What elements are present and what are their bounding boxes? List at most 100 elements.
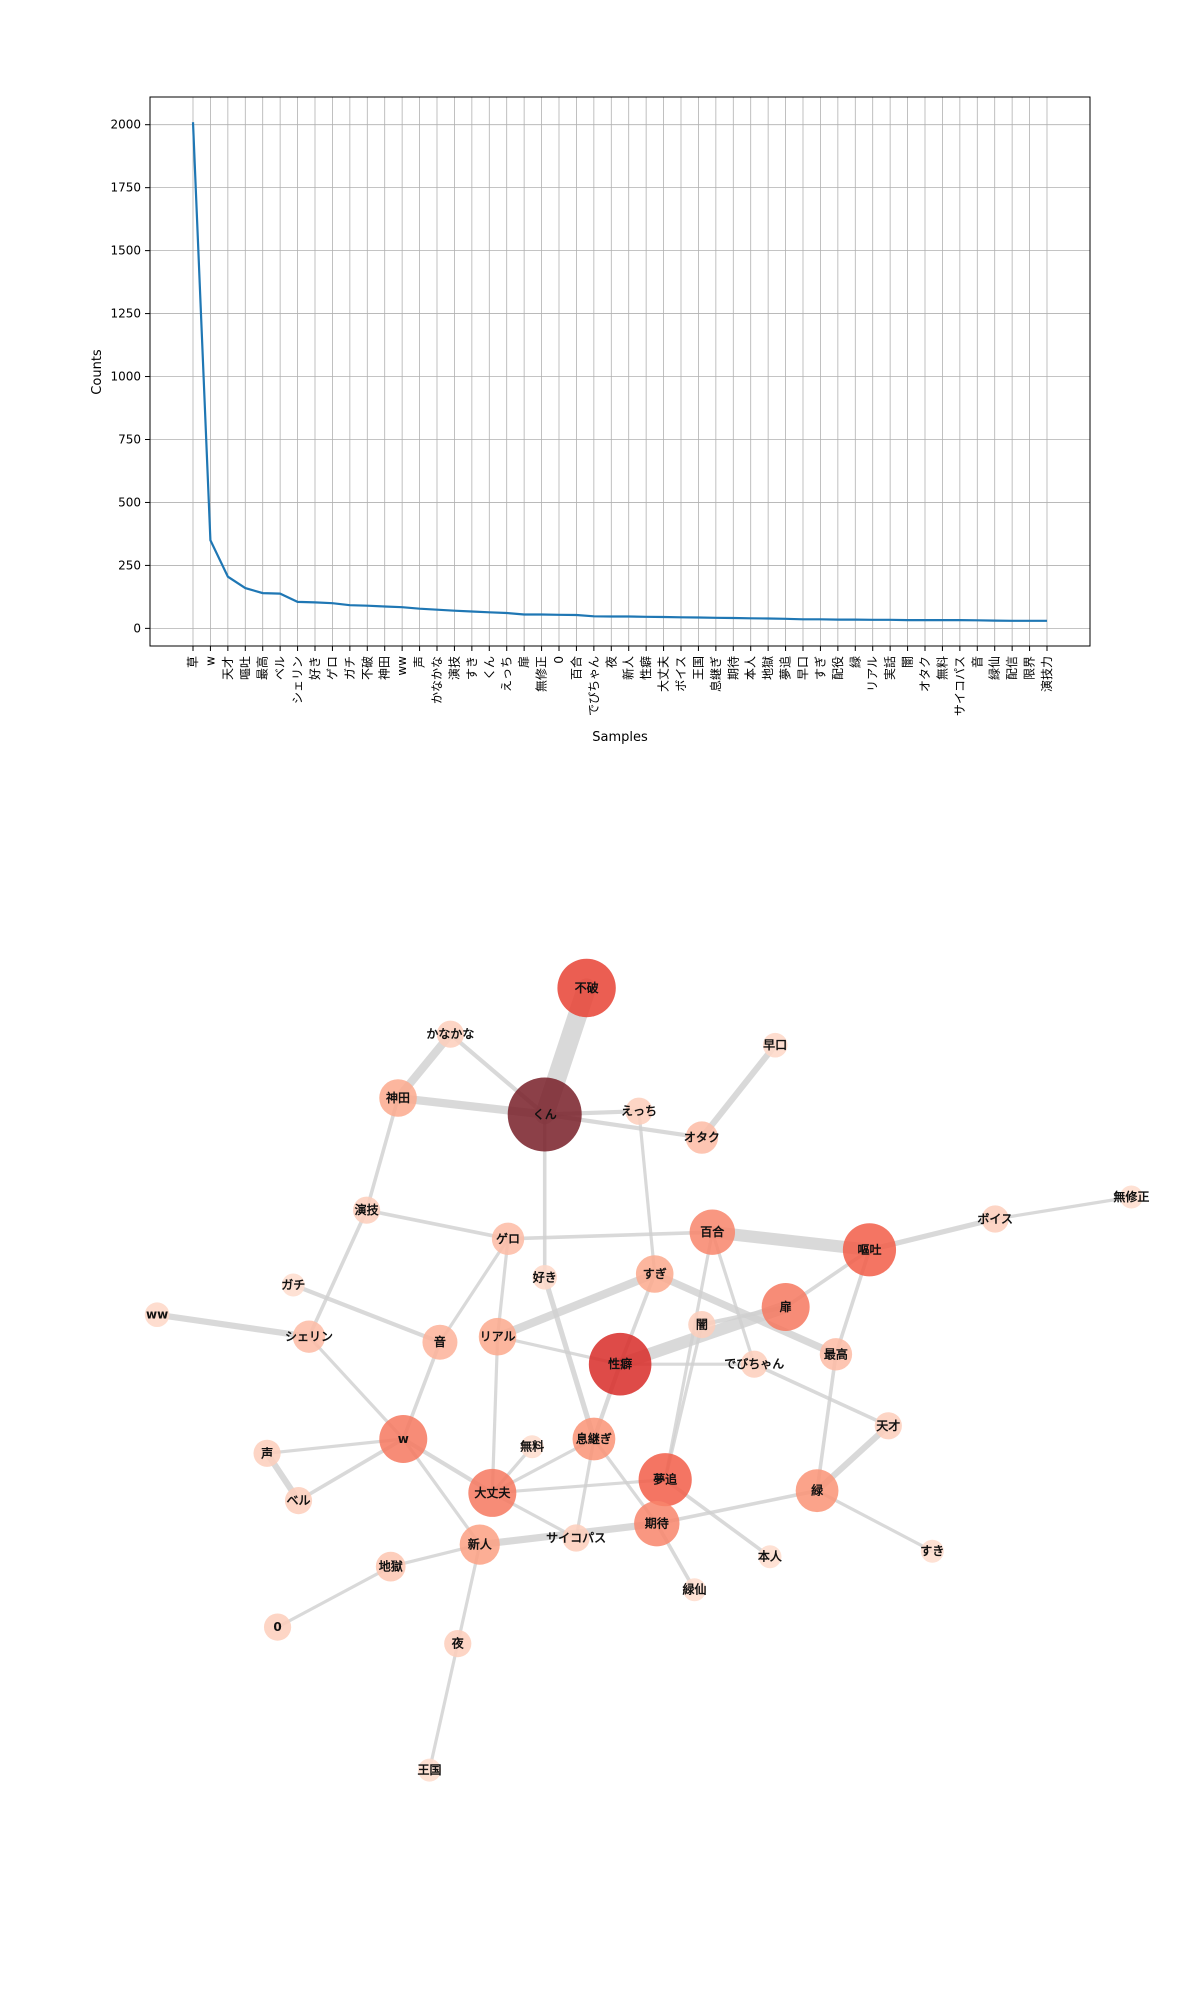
network-node: かなかな bbox=[426, 1020, 474, 1048]
network-node: 王国 bbox=[417, 1758, 441, 1782]
node-label: すき bbox=[920, 1544, 944, 1558]
network-node: 地獄 bbox=[375, 1551, 406, 1582]
x-tick-label: シェリン bbox=[291, 656, 305, 704]
node-label: かなかな bbox=[426, 1027, 474, 1041]
node-label: 闇 bbox=[696, 1318, 708, 1332]
node-circle bbox=[491, 1222, 525, 1255]
network-node: 緑 bbox=[795, 1469, 839, 1513]
node-circle bbox=[638, 1453, 692, 1507]
network-node: くん bbox=[507, 1077, 582, 1152]
network-node: 音 bbox=[422, 1324, 458, 1360]
x-tick-label: 地獄 bbox=[761, 656, 775, 680]
network-edge bbox=[427, 1641, 460, 1772]
node-label: ベル bbox=[287, 1494, 311, 1508]
x-tick-label: 早口 bbox=[796, 656, 810, 680]
x-tick-label: ww bbox=[395, 656, 409, 676]
node-circle bbox=[625, 1097, 653, 1125]
network-node: 百合 bbox=[689, 1209, 736, 1255]
node-circle bbox=[379, 1079, 417, 1117]
x-tick-label: 神田 bbox=[378, 656, 392, 680]
network-node: サイコパス bbox=[546, 1524, 606, 1552]
network-edge bbox=[307, 1208, 369, 1339]
node-label: 無料 bbox=[520, 1439, 544, 1454]
y-tick-label: 250 bbox=[118, 558, 141, 572]
network-node: ベル bbox=[284, 1487, 313, 1515]
y-tick-label: 1250 bbox=[110, 307, 141, 321]
x-tick-label: 好き bbox=[308, 656, 322, 680]
node-label: 百合 bbox=[700, 1224, 725, 1239]
network-edge bbox=[654, 1488, 819, 1526]
network-node: ボイス bbox=[977, 1205, 1013, 1233]
x-tick-label: サイコパス bbox=[953, 656, 967, 716]
node-circle bbox=[572, 1417, 616, 1461]
node-circle bbox=[758, 1545, 782, 1569]
x-tick-label: 最高 bbox=[255, 656, 270, 680]
x-tick-label: ゲロ bbox=[325, 656, 339, 680]
network-edge bbox=[364, 1208, 510, 1241]
network-node: 夜 bbox=[444, 1630, 472, 1658]
network-edge bbox=[815, 1489, 934, 1553]
network-edge bbox=[291, 1282, 443, 1345]
node-label: でびちゃん bbox=[724, 1356, 784, 1371]
plot-frame bbox=[149, 96, 1091, 647]
x-tick-label: ベル bbox=[273, 656, 287, 680]
node-circle bbox=[379, 1415, 428, 1463]
node-circle bbox=[762, 1032, 788, 1058]
network-node: w bbox=[379, 1415, 428, 1463]
x-tick-label: かなかな bbox=[430, 656, 444, 704]
network-node: 無修正 bbox=[1113, 1185, 1149, 1209]
y-tick-label: 750 bbox=[118, 432, 141, 446]
y-axis-ticks: 0 250 500 750 1000 1250 1500 1750 2000 bbox=[110, 118, 150, 635]
node-label: 地獄 bbox=[379, 1559, 403, 1574]
x-tick-label: 音 bbox=[969, 656, 984, 668]
node-circle bbox=[685, 1121, 719, 1154]
node-circle bbox=[920, 1539, 944, 1563]
network-edge bbox=[663, 1230, 714, 1482]
network-edge bbox=[542, 1274, 597, 1442]
node-label: ガチ bbox=[281, 1277, 305, 1292]
x-tick-label: 夢追 bbox=[778, 656, 793, 680]
network-edge bbox=[153, 1311, 313, 1340]
node-circle bbox=[683, 1578, 707, 1602]
network-edge bbox=[490, 1478, 667, 1495]
node-circle bbox=[562, 1524, 590, 1552]
node-label: 声 bbox=[260, 1445, 273, 1460]
node-label: 天才 bbox=[876, 1418, 900, 1433]
network-node: リアル bbox=[478, 1317, 517, 1356]
network-node: 好き bbox=[532, 1265, 558, 1290]
node-label: すぎ bbox=[643, 1266, 667, 1281]
chart-gridlines bbox=[150, 97, 1090, 646]
x-tick-label: 実話 bbox=[882, 656, 897, 680]
node-circle bbox=[353, 1196, 381, 1224]
node-circle bbox=[795, 1469, 839, 1513]
node-label: 大丈夫 bbox=[474, 1485, 511, 1500]
node-circle bbox=[253, 1439, 281, 1467]
x-tick-label: 草 bbox=[186, 656, 200, 668]
node-circle bbox=[635, 1255, 674, 1293]
x-tick-label: 無修正 bbox=[534, 656, 549, 692]
node-circle bbox=[819, 1338, 853, 1371]
network-node: 声 bbox=[253, 1439, 281, 1467]
node-label: 性癖 bbox=[607, 1356, 632, 1371]
network-node: 性癖 bbox=[588, 1332, 652, 1396]
node-circle bbox=[588, 1332, 652, 1396]
x-tick-label: 声 bbox=[413, 656, 427, 668]
network-node: 嘔吐 bbox=[842, 1223, 897, 1277]
network-node: ゲロ bbox=[491, 1222, 525, 1255]
node-label: 息継ぎ bbox=[576, 1431, 612, 1446]
node-label: 嘔吐 bbox=[857, 1242, 881, 1257]
node-label: 本人 bbox=[758, 1549, 783, 1564]
network-node: 最高 bbox=[819, 1338, 853, 1371]
node-label: 早口 bbox=[763, 1038, 787, 1052]
node-circle bbox=[292, 1320, 326, 1353]
node-circle bbox=[263, 1613, 292, 1641]
x-axis-label: Samples bbox=[592, 730, 648, 745]
x-tick-label: 本人 bbox=[744, 656, 758, 680]
node-circle bbox=[459, 1524, 500, 1565]
node-label: 緑 bbox=[811, 1483, 824, 1498]
node-label: ゲロ bbox=[496, 1231, 520, 1246]
network-edge bbox=[710, 1230, 756, 1366]
node-circle bbox=[874, 1412, 902, 1440]
network-edge bbox=[752, 1362, 891, 1428]
